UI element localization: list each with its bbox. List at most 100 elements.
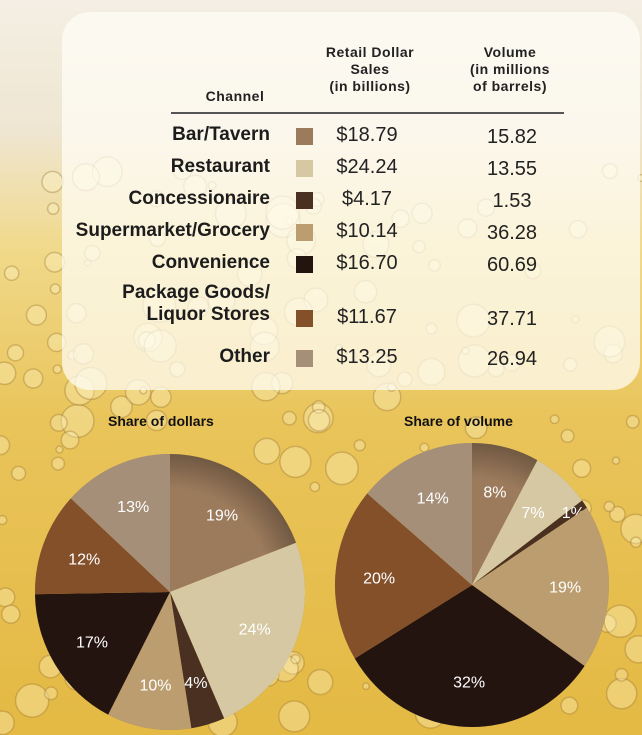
pie-data-label: 10% bbox=[139, 678, 171, 695]
volume-value: 13.55 bbox=[486, 158, 538, 180]
bubble bbox=[60, 430, 80, 450]
bubble bbox=[560, 428, 575, 444]
dollar-value: $16.70 bbox=[336, 252, 398, 274]
pie-data-label: 24% bbox=[239, 621, 271, 638]
bubble bbox=[278, 700, 311, 733]
channel-label: Bar/Tavern bbox=[172, 124, 270, 146]
pie-data-label: 19% bbox=[549, 580, 581, 597]
table-row: Package Goods/Liquor Stores $11.67 37.71 bbox=[0, 282, 642, 330]
channel-label: Package Goods/Liquor Stores bbox=[122, 282, 270, 326]
bubble bbox=[309, 481, 321, 493]
pie-data-label: 12% bbox=[68, 552, 100, 569]
volume-value: 26.94 bbox=[486, 348, 538, 370]
legend-swatch bbox=[296, 128, 313, 145]
legend-swatch bbox=[296, 256, 313, 273]
bubble bbox=[560, 696, 579, 715]
bubble bbox=[572, 458, 592, 479]
bubble bbox=[44, 686, 59, 701]
header-line: (in billions) bbox=[329, 78, 411, 94]
bubble bbox=[49, 413, 68, 432]
bubble bbox=[608, 505, 626, 523]
channel-label: Concessionaire bbox=[129, 188, 271, 210]
pie-slice-dollars bbox=[70, 454, 170, 592]
dollar-value: $10.14 bbox=[336, 220, 398, 242]
pie-data-label: 20% bbox=[363, 570, 395, 587]
bubble bbox=[55, 445, 64, 454]
channel-line: Bar/Tavern bbox=[172, 124, 270, 145]
volume-value: 15.82 bbox=[486, 126, 538, 148]
table-row: Bar/Tavern $18.79 15.82 bbox=[0, 124, 642, 150]
channel-label: Restaurant bbox=[171, 156, 270, 178]
channel-label: Supermarket/Grocery bbox=[76, 220, 270, 242]
pie-data-label: 4% bbox=[184, 675, 207, 692]
legend-swatch bbox=[296, 310, 313, 327]
pie-slice-volume bbox=[472, 500, 587, 585]
dollar-value: $13.25 bbox=[336, 346, 398, 368]
bubble bbox=[0, 604, 21, 624]
channel-label: Other bbox=[219, 346, 270, 368]
bubble bbox=[0, 361, 17, 386]
pie-slice-dollars bbox=[170, 542, 305, 719]
bubble bbox=[549, 414, 560, 425]
bubble bbox=[605, 677, 638, 710]
channel-label: Convenience bbox=[152, 252, 270, 274]
pie-slice-dollars bbox=[108, 592, 192, 730]
bubble bbox=[302, 402, 334, 434]
header-line: of barrels) bbox=[473, 78, 547, 94]
bubble bbox=[52, 364, 63, 375]
bubble bbox=[629, 536, 642, 549]
bubble bbox=[3, 265, 20, 282]
bubble bbox=[145, 409, 168, 432]
bubble bbox=[0, 587, 16, 608]
bubble bbox=[10, 465, 27, 481]
bubble bbox=[290, 653, 301, 665]
header-volume: Volume (in millions of barrels) bbox=[440, 44, 580, 95]
pie-slice-volume bbox=[472, 460, 583, 585]
pie-data-label: 32% bbox=[453, 675, 485, 692]
pie-title-volume: Share of volume bbox=[404, 413, 513, 429]
volume-value: 36.28 bbox=[486, 222, 538, 244]
header-line: Sales bbox=[350, 61, 390, 77]
bubble bbox=[46, 202, 60, 215]
pie-data-label: 17% bbox=[76, 634, 108, 651]
bubble bbox=[6, 344, 25, 362]
bubble bbox=[0, 514, 8, 526]
table-row: Concessionaire $4.17 1.53 bbox=[0, 188, 642, 214]
bubble bbox=[620, 513, 642, 545]
bubble bbox=[311, 400, 326, 414]
channel-line: Other bbox=[219, 346, 270, 367]
pie-slice-volume bbox=[367, 443, 472, 585]
pie-slice-dollars bbox=[170, 592, 225, 729]
bubble bbox=[307, 408, 331, 432]
bubble bbox=[50, 456, 66, 471]
dollar-value: $18.79 bbox=[336, 124, 398, 146]
legend-swatch bbox=[296, 350, 313, 367]
pie-slice-dollars bbox=[35, 498, 170, 595]
header-line: Retail Dollar bbox=[325, 44, 415, 60]
bubble bbox=[49, 283, 61, 295]
table-row: Supermarket/Grocery $10.14 36.28 bbox=[0, 220, 642, 246]
dollar-value: $11.67 bbox=[337, 306, 397, 328]
legend-swatch bbox=[296, 160, 313, 177]
bubble bbox=[361, 682, 371, 691]
volume-value: 60.69 bbox=[486, 254, 538, 276]
pie-slice-volume bbox=[335, 493, 472, 659]
channel-line: Package Goods/ bbox=[122, 282, 270, 303]
channel-line: Supermarket/Grocery bbox=[75, 220, 270, 241]
volume-value: 37.71 bbox=[486, 308, 538, 330]
bubble bbox=[614, 667, 629, 682]
header-divider bbox=[171, 112, 564, 114]
legend-swatch bbox=[296, 192, 313, 209]
pie-title-dollars: Share of dollars bbox=[108, 413, 214, 429]
table-row: Restaurant $24.24 13.55 bbox=[0, 156, 642, 182]
table-row: Other $13.25 26.94 bbox=[0, 346, 642, 372]
header-line: Volume bbox=[483, 44, 537, 60]
header-channel: Channel bbox=[205, 88, 265, 104]
pie-data-label: 19% bbox=[206, 508, 238, 525]
table-row: Convenience $16.70 60.69 bbox=[0, 252, 642, 278]
bubble bbox=[324, 451, 359, 486]
channel-line: Restaurant bbox=[170, 156, 270, 177]
bubble bbox=[60, 403, 95, 439]
legend-swatch bbox=[296, 224, 313, 241]
